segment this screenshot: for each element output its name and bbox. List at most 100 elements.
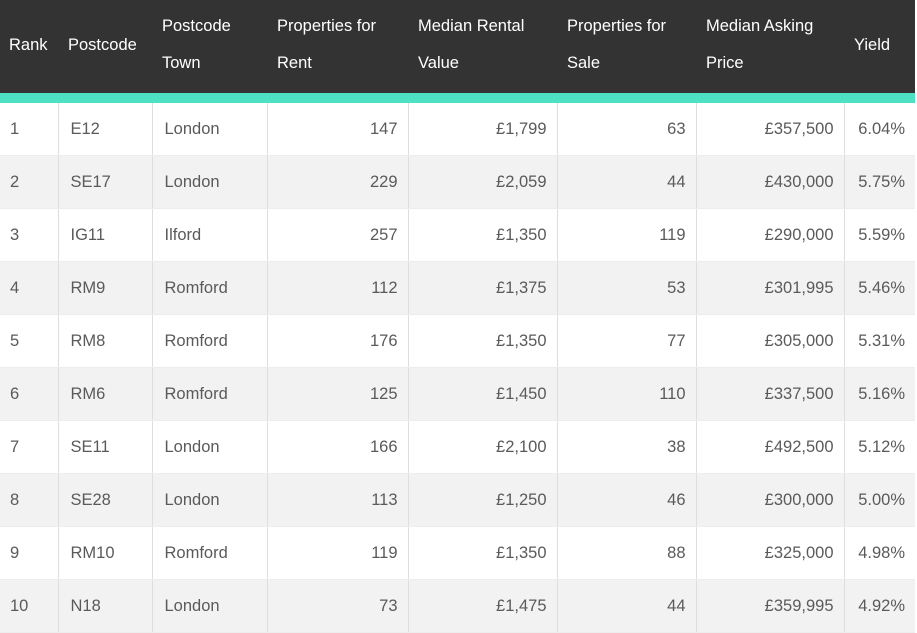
sale-count-cell: 38 (557, 420, 697, 474)
rank-cell: 6 (0, 367, 59, 421)
postcode-cell: RM6 (58, 367, 153, 421)
median-rent-cell: £2,059 (408, 155, 558, 209)
median-rent-cell: £1,350 (408, 208, 558, 262)
rank-cell: 2 (0, 155, 59, 209)
median-rent-cell: £1,375 (408, 261, 558, 315)
sale-count-cell: 44 (557, 155, 697, 209)
asking-price-cell: £325,000 (696, 526, 845, 580)
yield-cell: 5.31% (844, 314, 915, 368)
asking-price-cell: £290,000 (696, 208, 845, 262)
town-cell: London (152, 473, 268, 527)
town-cell: London (152, 420, 268, 474)
town-cell: London (152, 155, 268, 209)
asking-price-cell: £492,500 (696, 420, 845, 474)
asking-price-cell: £300,000 (696, 473, 845, 527)
postcode-cell: RM9 (58, 261, 153, 315)
asking-price-cell: £359,995 (696, 579, 845, 633)
rent-count-cell: 176 (267, 314, 409, 368)
sale-count-cell: 77 (557, 314, 697, 368)
rent-count-cell: 229 (267, 155, 409, 209)
header-properties-for-sale: Properties for Sale (557, 0, 696, 103)
yield-cell: 5.12% (844, 420, 915, 474)
table-body: 1 E12 London 147 £1,799 63 £357,500 6.04% 2 SE17 L… (0, 98, 915, 633)
table-row: 1 E12 London 147 £1,799 63 £357,500 6.04% (0, 98, 915, 156)
rank-cell: 9 (0, 526, 59, 580)
postcode-cell: N18 (58, 579, 153, 633)
postcode-cell: IG11 (58, 208, 153, 262)
postcode-cell: RM8 (58, 314, 153, 368)
sale-count-cell: 46 (557, 473, 697, 527)
table-header-row: Rank Postcode Postcode Town Properties f… (0, 0, 915, 103)
sale-count-cell: 88 (557, 526, 697, 580)
town-cell: London (152, 98, 268, 156)
postcode-cell: RM10 (58, 526, 153, 580)
rank-cell: 1 (0, 98, 59, 156)
table-row: 6 RM6 Romford 125 £1,450 110 £337,500 5.16% (0, 367, 915, 421)
yield-cell: 5.46% (844, 261, 915, 315)
rent-count-cell: 166 (267, 420, 409, 474)
rank-cell: 3 (0, 208, 59, 262)
asking-price-cell: £305,000 (696, 314, 845, 368)
postcode-cell: SE17 (58, 155, 153, 209)
rent-count-cell: 125 (267, 367, 409, 421)
asking-price-cell: £301,995 (696, 261, 845, 315)
rank-cell: 10 (0, 579, 59, 633)
sale-count-cell: 110 (557, 367, 697, 421)
rank-cell: 8 (0, 473, 59, 527)
table-row: 9 RM10 Romford 119 £1,350 88 £325,000 4.98% (0, 526, 915, 580)
sale-count-cell: 44 (557, 579, 697, 633)
asking-price-cell: £357,500 (696, 98, 845, 156)
table-row: 2 SE17 London 229 £2,059 44 £430,000 5.75% (0, 155, 915, 209)
rent-count-cell: 113 (267, 473, 409, 527)
table-row: 5 RM8 Romford 176 £1,350 77 £305,000 5.31% (0, 314, 915, 368)
asking-price-cell: £337,500 (696, 367, 845, 421)
table-row: 3 IG11 Ilford 257 £1,350 119 £290,000 5.59% (0, 208, 915, 262)
median-rent-cell: £1,450 (408, 367, 558, 421)
yield-cell: 5.75% (844, 155, 915, 209)
rank-cell: 4 (0, 261, 59, 315)
median-rent-cell: £1,350 (408, 314, 558, 368)
rank-cell: 5 (0, 314, 59, 368)
town-cell: Romford (152, 261, 268, 315)
yield-cell: 4.98% (844, 526, 915, 580)
postcode-cell: SE28 (58, 473, 153, 527)
table-row: 10 N18 London 73 £1,475 44 £359,995 4.92% (0, 579, 915, 633)
sale-count-cell: 63 (557, 98, 697, 156)
town-cell: London (152, 579, 268, 633)
rent-count-cell: 257 (267, 208, 409, 262)
header-rank: Rank (0, 0, 58, 103)
table-row: 4 RM9 Romford 112 £1,375 53 £301,995 5.46% (0, 261, 915, 315)
header-properties-for-rent: Properties for Rent (267, 0, 408, 103)
sale-count-cell: 119 (557, 208, 697, 262)
rent-count-cell: 112 (267, 261, 409, 315)
postcode-cell: E12 (58, 98, 153, 156)
yield-cell: 4.92% (844, 579, 915, 633)
median-rent-cell: £1,350 (408, 526, 558, 580)
town-cell: Romford (152, 367, 268, 421)
yield-cell: 5.59% (844, 208, 915, 262)
yield-cell: 5.00% (844, 473, 915, 527)
sale-count-cell: 53 (557, 261, 697, 315)
header-postcode-town: Postcode Town (152, 0, 267, 103)
town-cell: Ilford (152, 208, 268, 262)
table-row: 7 SE11 London 166 £2,100 38 £492,500 5.12% (0, 420, 915, 474)
rent-count-cell: 73 (267, 579, 409, 633)
median-rent-cell: £1,475 (408, 579, 558, 633)
table-row: 8 SE28 London 113 £1,250 46 £300,000 5.00% (0, 473, 915, 527)
rent-count-cell: 147 (267, 98, 409, 156)
rank-cell: 7 (0, 420, 59, 474)
header-yield: Yield (844, 0, 915, 103)
header-median-asking-price: Median Asking Price (696, 0, 844, 103)
header-median-rental-value: Median Rental Value (408, 0, 557, 103)
town-cell: Romford (152, 526, 268, 580)
yield-cell: 5.16% (844, 367, 915, 421)
asking-price-cell: £430,000 (696, 155, 845, 209)
yield-cell: 6.04% (844, 98, 915, 156)
median-rent-cell: £2,100 (408, 420, 558, 474)
town-cell: Romford (152, 314, 268, 368)
rent-count-cell: 119 (267, 526, 409, 580)
median-rent-cell: £1,799 (408, 98, 558, 156)
postcode-cell: SE11 (58, 420, 153, 474)
header-postcode: Postcode (58, 0, 152, 103)
